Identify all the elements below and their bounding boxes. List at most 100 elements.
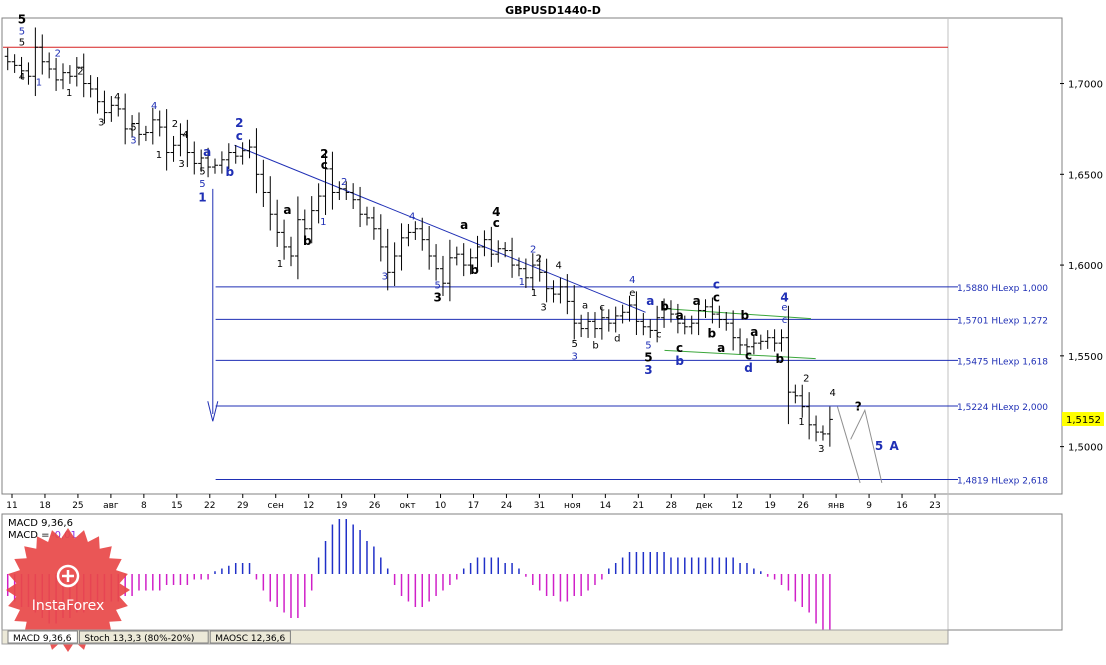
time-tick-label: 22 bbox=[204, 501, 215, 511]
logo-emblem-cross bbox=[62, 570, 74, 582]
logo-text: InstaForex bbox=[32, 598, 105, 614]
wave-label: a bbox=[750, 325, 758, 339]
time-tick-label: 8 bbox=[141, 501, 147, 511]
wave-label: 4 bbox=[151, 101, 157, 112]
wave-label: a bbox=[693, 294, 701, 308]
wave-label: 2 bbox=[803, 373, 809, 384]
time-tick-label: окт bbox=[399, 501, 415, 511]
wave-label: 3 bbox=[572, 351, 578, 362]
wave-label: b bbox=[470, 263, 479, 277]
chart-title: GBPUSD1440-D bbox=[505, 4, 601, 17]
wave-label: c bbox=[599, 302, 605, 313]
wave-label: a bbox=[203, 145, 211, 159]
indicator-tab[interactable] bbox=[7, 630, 78, 644]
main-plot-frame bbox=[1, 17, 1063, 495]
time-axis: 11 18 25 авг 8 15 22 29 сен 12 19 26 окт 10 17 24 31 ноя 1… bbox=[6, 494, 941, 511]
macd-value-prefix: MACD = bbox=[8, 530, 50, 541]
time-tick-label: 16 bbox=[896, 501, 908, 511]
wave-label: 4 bbox=[830, 388, 836, 399]
time-tick-label: 24 bbox=[501, 501, 513, 511]
time-tick-label: 29 bbox=[237, 501, 249, 511]
projection-line-2 bbox=[850, 408, 883, 484]
indicator-tab[interactable] bbox=[209, 630, 291, 644]
price-tick-label: 1,6500 bbox=[1068, 170, 1103, 181]
wave-label: d bbox=[614, 333, 620, 344]
wave-label: 1 bbox=[320, 217, 326, 228]
time-tick-label: 12 bbox=[303, 501, 314, 511]
time-tick-label: 11 bbox=[6, 501, 17, 511]
wave-label: b bbox=[660, 299, 669, 313]
fib-level-label: 1,4819 HLexp 2,618 bbox=[957, 476, 1048, 486]
price-tick-label: 1,7000 bbox=[1068, 80, 1103, 91]
indicator-tab-label[interactable]: MAOSC 12,36,6 bbox=[215, 634, 285, 644]
time-tick-label: 19 bbox=[336, 501, 348, 511]
wave-label: 2 bbox=[530, 244, 536, 255]
wave-label: 5 bbox=[18, 13, 26, 27]
wave-label: a bbox=[283, 203, 291, 217]
wave-label: 4 bbox=[114, 92, 120, 103]
time-tick-label: 18 bbox=[39, 501, 51, 511]
time-tick-label: 26 bbox=[369, 501, 381, 511]
time-tick-label: сен bbox=[268, 501, 284, 511]
wave-label: a bbox=[676, 309, 684, 323]
time-tick-label: ноя bbox=[564, 501, 581, 511]
wave-label: b bbox=[675, 354, 684, 368]
time-tick-label: 14 bbox=[600, 501, 612, 511]
wedge-upper-line bbox=[664, 308, 812, 320]
wave-label: 2 bbox=[55, 48, 61, 59]
time-tick-label: янв bbox=[828, 501, 845, 511]
wave-label: 3 bbox=[818, 444, 824, 455]
time-tick-label: дек bbox=[696, 501, 714, 511]
wave-label: 4 bbox=[19, 72, 25, 83]
price-tick-label: 1,5500 bbox=[1068, 352, 1103, 363]
wave-label: 5 bbox=[19, 27, 25, 38]
wave-label: b bbox=[741, 309, 750, 323]
indicator-tab[interactable] bbox=[78, 630, 209, 644]
wave-label: 1 bbox=[277, 259, 283, 270]
price-bars bbox=[4, 27, 833, 447]
chart-annotations bbox=[836, 406, 883, 484]
wave-label: c bbox=[676, 341, 683, 355]
fib-levels: 1,5880 HLexp 1,000 1,5701 HLexp 1,272 1,54… bbox=[3, 46, 1048, 486]
wave-label: e bbox=[629, 288, 635, 299]
time-tick-label: 26 bbox=[797, 501, 809, 511]
wave-label: 3 bbox=[98, 117, 104, 128]
time-tick-label: 28 bbox=[666, 501, 678, 511]
wave-label: 1 bbox=[798, 417, 804, 428]
current-price-label: 1,5152 bbox=[1066, 415, 1101, 426]
wave-label: 3 bbox=[540, 302, 546, 313]
logo-starburst bbox=[6, 528, 130, 652]
wave-label: 5 bbox=[572, 339, 578, 350]
wave-label: c bbox=[713, 290, 720, 304]
wave-label: b bbox=[707, 327, 716, 341]
wave-label: c bbox=[713, 278, 720, 292]
macd-plot-frame bbox=[1, 513, 1063, 631]
wave-label: ? bbox=[855, 399, 862, 413]
price-tick-label: 1,5000 bbox=[1068, 443, 1103, 454]
wave-label: c bbox=[236, 129, 243, 143]
wave-label: e bbox=[781, 302, 787, 313]
wave-label: 2 bbox=[320, 147, 328, 161]
indicator-tab-label[interactable]: Stoch 13,3,3 (80%-20%) bbox=[84, 634, 194, 644]
wave-label: c bbox=[493, 216, 500, 230]
wave-label: 2 bbox=[235, 116, 243, 130]
wave-label: A bbox=[889, 439, 899, 453]
wave-label: 5 bbox=[19, 37, 25, 48]
wave-label: 2 bbox=[341, 177, 347, 188]
wave-label: c bbox=[745, 348, 752, 362]
indicator-tab-label[interactable]: MACD 9,36,6 bbox=[13, 634, 72, 644]
wave-label: 5 bbox=[199, 166, 205, 177]
time-tick-label: 10 bbox=[435, 501, 447, 511]
price-tick-label: 1,6000 bbox=[1068, 261, 1103, 272]
wave-label: 2 bbox=[172, 119, 178, 130]
wave-label: a bbox=[460, 218, 468, 232]
wave-label: b bbox=[226, 165, 235, 179]
time-tick-label: 21 bbox=[633, 501, 644, 511]
wave-label: b bbox=[592, 341, 598, 352]
chart-frames bbox=[1, 17, 1063, 631]
indicator-tabs[interactable]: MACD 9,36,6 Stoch 13,3,3 (80%-20%) MAOSC 1… bbox=[1, 629, 949, 645]
wave-label: 1 bbox=[66, 88, 72, 99]
